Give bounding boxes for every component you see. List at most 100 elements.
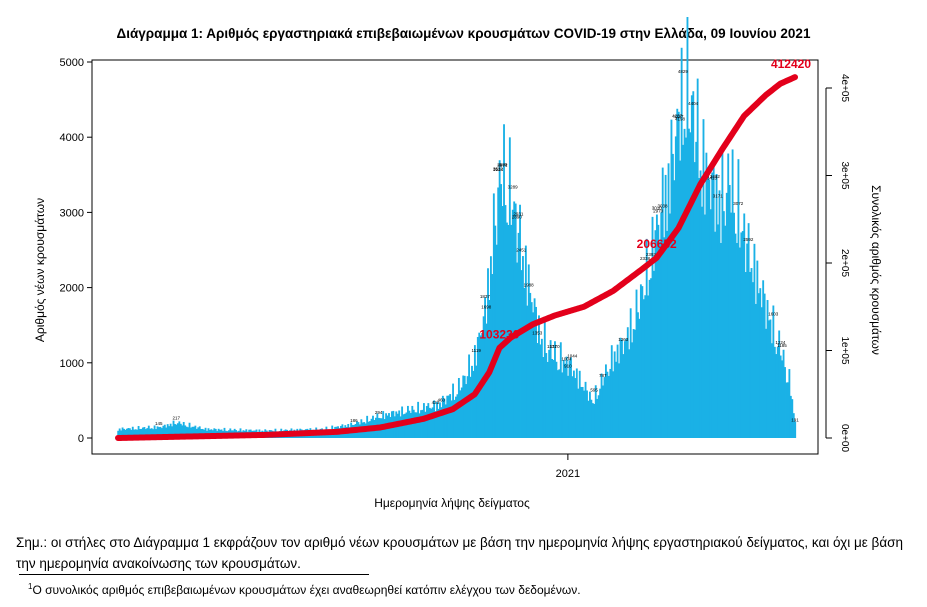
bar	[621, 339, 623, 438]
bar	[500, 184, 503, 438]
bar	[605, 364, 607, 438]
chart-note: Σημ.: οι στήλες στο Διάγραμμα 1 εκφράζου…	[16, 535, 903, 571]
bar	[171, 426, 173, 438]
bar	[533, 298, 536, 438]
bar	[455, 396, 457, 438]
bar	[782, 349, 785, 438]
bar	[667, 163, 670, 438]
bar	[749, 271, 751, 438]
bar	[572, 370, 575, 438]
y2-tick-label: 4e+05	[839, 74, 850, 103]
bar	[702, 119, 705, 439]
bar	[131, 426, 134, 438]
bar	[466, 376, 469, 438]
bar	[753, 243, 756, 438]
bar	[772, 305, 775, 438]
bar-value-label: 3432	[710, 174, 721, 179]
bar	[184, 425, 187, 438]
bar-value-label: 1698	[481, 304, 492, 309]
bar	[609, 368, 612, 438]
bar	[693, 162, 696, 439]
bar	[677, 111, 680, 438]
bar	[147, 425, 150, 438]
bar	[520, 270, 523, 438]
bar-value-label: 1837	[480, 294, 491, 299]
bar	[568, 360, 571, 438]
bar	[663, 237, 666, 438]
bar	[187, 427, 190, 438]
bar	[680, 47, 683, 438]
bar	[650, 278, 652, 438]
bar	[714, 231, 717, 438]
bar	[651, 216, 654, 438]
bar	[661, 167, 664, 438]
bar	[163, 424, 166, 438]
bar	[197, 427, 200, 438]
bar	[399, 416, 402, 438]
bar	[559, 342, 562, 438]
bar-value-label: 294	[375, 410, 383, 415]
bar-value-label: 2592	[743, 237, 754, 242]
bar	[535, 306, 537, 438]
bar	[750, 268, 753, 438]
bar-value-label: 3524	[493, 167, 504, 172]
bar	[760, 307, 763, 438]
bar	[683, 128, 686, 438]
bar	[763, 293, 766, 438]
bar	[682, 144, 685, 438]
bar	[166, 424, 169, 438]
plot-frame	[91, 59, 819, 455]
bar	[168, 426, 171, 438]
bar	[768, 320, 770, 438]
bar	[543, 321, 546, 438]
bar-value-label: 787	[599, 373, 607, 378]
bar	[523, 287, 526, 438]
bar	[715, 174, 718, 438]
bar	[658, 241, 661, 438]
bar	[596, 398, 599, 438]
bar	[567, 375, 570, 438]
bar	[444, 404, 447, 438]
bar-value-label: 4198	[675, 116, 686, 121]
bar	[564, 363, 567, 438]
bar	[628, 349, 631, 438]
bar	[762, 280, 765, 438]
bar	[501, 206, 504, 438]
bar	[625, 338, 628, 438]
bar	[775, 354, 778, 438]
bar	[174, 424, 176, 438]
bar-value-label: 1263	[618, 337, 629, 342]
bar	[685, 137, 687, 438]
bar	[427, 403, 430, 438]
bar	[539, 344, 542, 438]
bar-value-label: 3589	[497, 162, 508, 167]
bar	[619, 337, 622, 438]
y-tick-label: 0	[78, 433, 84, 445]
bar	[160, 428, 163, 438]
bar	[741, 231, 744, 438]
bar	[554, 341, 556, 438]
bar	[706, 174, 709, 438]
bar	[676, 108, 679, 439]
line-annotation: 103230	[479, 328, 519, 342]
bar	[644, 295, 647, 438]
bar-value-label: 1603	[768, 312, 779, 317]
bar	[546, 361, 549, 438]
bar	[597, 395, 600, 438]
bar	[612, 371, 615, 438]
bar	[603, 377, 606, 438]
bar	[725, 192, 728, 438]
bar	[443, 398, 446, 438]
bar	[152, 429, 155, 438]
bar	[462, 375, 465, 438]
bar	[770, 343, 773, 438]
bar	[711, 172, 714, 438]
bar	[146, 428, 149, 438]
bar	[587, 400, 590, 438]
bar	[484, 297, 487, 438]
bar	[696, 78, 699, 438]
bar	[674, 136, 677, 438]
bar	[629, 308, 632, 438]
bar	[580, 386, 583, 438]
